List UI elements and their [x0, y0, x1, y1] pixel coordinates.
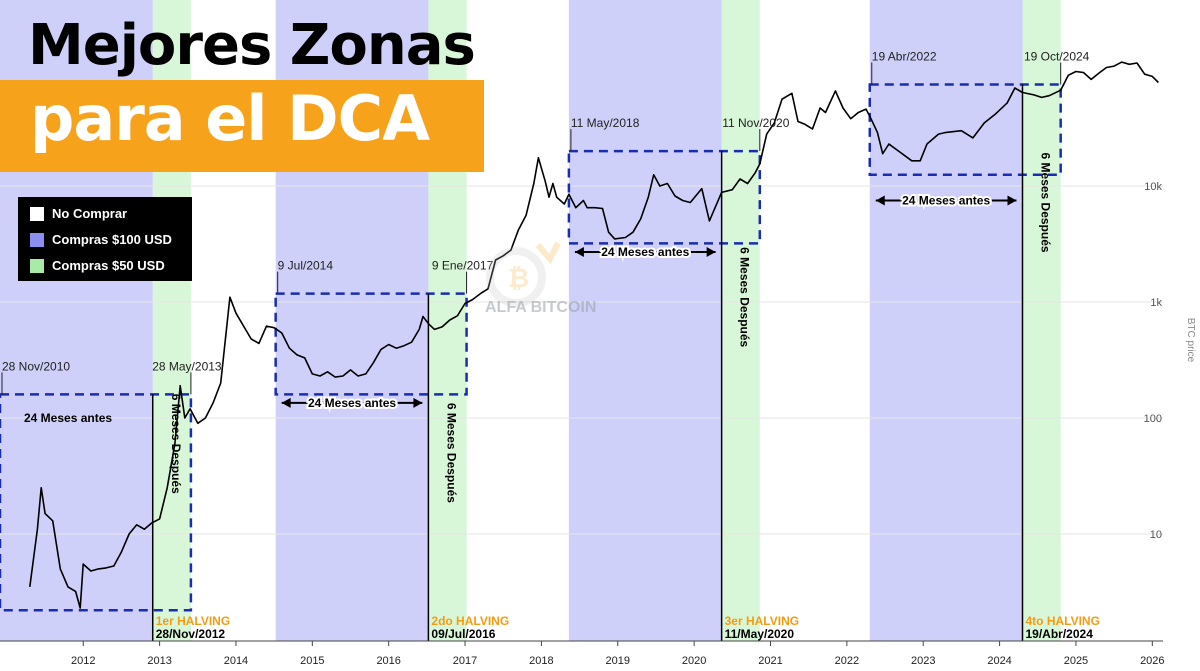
title-banner: para el DCA — [0, 80, 484, 172]
halving-date: 19/Abr/2024 — [1025, 627, 1093, 641]
arrow-head-right — [1007, 195, 1017, 206]
dashed-box — [274, 292, 468, 396]
annotations: 28 Nov/2010 28 May/2013 9 Jul/2014 9 Ene/20… — [2, 49, 1100, 641]
halving-date: 09/Jul/2016 — [431, 627, 495, 641]
legend-label: Compras $100 USD — [52, 232, 172, 247]
halving-label: 4to HALVING — [1025, 614, 1099, 628]
x-tick-label: 2025 — [1064, 655, 1088, 667]
arrow-head-right — [706, 246, 716, 257]
arrow-head-right — [413, 397, 423, 408]
x-tick-label: 2016 — [376, 655, 400, 667]
x-tick-label: 2018 — [529, 655, 553, 667]
after-label: 6 Meses Después — [738, 247, 752, 347]
x-tick-label: 2026 — [1140, 655, 1164, 667]
before-label: 24 Meses antes — [24, 411, 112, 425]
halving-date: 11/May/2020 — [725, 627, 795, 641]
x-tick-label: 2023 — [911, 655, 935, 667]
x-tick-label: 2019 — [606, 655, 630, 667]
arrow-head-left — [574, 246, 584, 257]
y-axis-label: BTC price — [1185, 318, 1196, 363]
axes: 10 100 1k 10k BTC price 2012 2013 2014 2015 2016 2… — [0, 181, 1196, 667]
halving-label: 2do HALVING — [431, 614, 509, 628]
after-label: 6 Meses Después — [1039, 153, 1053, 253]
x-tick-label: 2015 — [300, 655, 324, 667]
legend-swatch — [30, 207, 44, 221]
zone-buy100 — [568, 0, 722, 641]
date-label-start: 11 May/2018 — [571, 116, 640, 130]
before-label: 24 Meses antes — [902, 193, 990, 207]
date-label-end: 19 Oct/2024 — [1024, 49, 1090, 63]
legend-swatch — [30, 233, 44, 247]
x-tick-label: 2024 — [987, 655, 1011, 667]
btc-price-line — [29, 61, 1159, 609]
grid — [0, 185, 1163, 535]
title-line-2: para el DCA — [30, 82, 430, 155]
x-tick-label: 2021 — [758, 655, 782, 667]
halving-label: 3er HALVING — [725, 614, 799, 628]
y-tick-label: 100 — [1144, 413, 1162, 425]
y-tick-label: 10k — [1144, 181, 1162, 193]
halving-lines — [151, 84, 1024, 641]
date-label-end: 9 Ene/2017 — [432, 259, 494, 273]
legend-label: Compras $50 USD — [52, 258, 165, 273]
dashed-box — [868, 83, 1062, 177]
price-line — [29, 61, 1159, 609]
after-label: 6 Meses Después — [169, 394, 183, 494]
arrow-head-left — [281, 397, 291, 408]
before-label: 24 Meses antes — [308, 396, 396, 410]
halving-date: 28/Nov/2012 — [156, 627, 226, 641]
legend-label: No Comprar — [52, 206, 128, 221]
after-label: 6 Meses Después — [444, 403, 458, 503]
legend: No Comprar Compras $100 USD Compras $50 … — [18, 197, 192, 281]
x-tick-label: 2013 — [147, 655, 171, 667]
title-line-1: Mejores Zonas — [28, 13, 476, 78]
date-label-end: 11 Nov/2020 — [722, 116, 789, 130]
x-tick-label: 2020 — [682, 655, 706, 667]
x-tick-label: 2014 — [224, 655, 248, 667]
before-label: 24 Meses antes — [601, 245, 689, 259]
zone-buy100 — [869, 0, 1023, 641]
arrow-head-left — [875, 195, 885, 206]
date-label-start: 28 Nov/2010 — [2, 359, 70, 373]
halving-label: 1er HALVING — [156, 614, 230, 628]
watermark-text: ALFA BITCOIN — [485, 299, 597, 316]
x-tick-label: 2017 — [453, 655, 477, 667]
date-label-end: 28 May/2013 — [152, 359, 222, 373]
legend-swatch — [30, 259, 44, 273]
dashed-box — [567, 149, 762, 245]
x-tick-label: 2012 — [71, 655, 95, 667]
y-tick-label: 10 — [1150, 529, 1162, 541]
svg-text:₿: ₿ — [508, 263, 529, 293]
date-label-start: 19 Abr/2022 — [872, 49, 937, 63]
alfa-bitcoin-logo: ₿ — [486, 241, 561, 307]
dashed-box — [0, 393, 193, 612]
zone-buy50 — [1022, 0, 1061, 641]
y-tick-label: 1k — [1150, 297, 1162, 309]
date-label-start: 9 Jul/2014 — [278, 259, 334, 273]
dashed-boxes — [0, 62, 1062, 612]
x-tick-label: 2022 — [835, 655, 859, 667]
